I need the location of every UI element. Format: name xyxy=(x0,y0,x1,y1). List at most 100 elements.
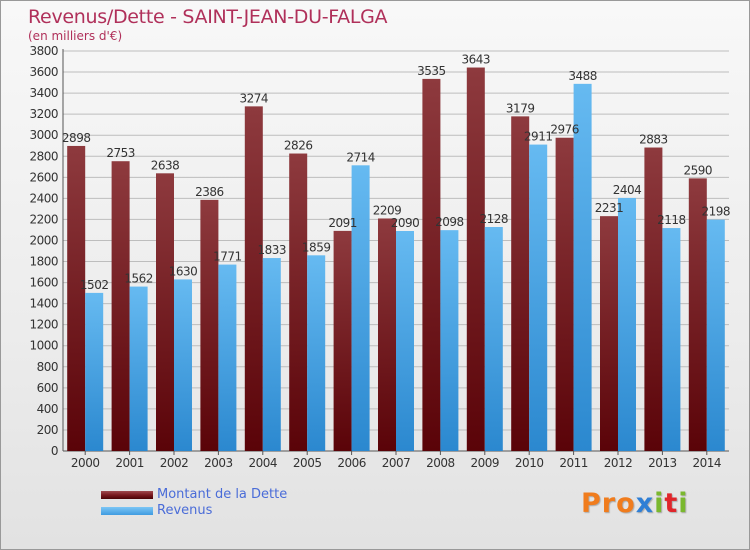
y-tick-label: 2600 xyxy=(29,170,58,184)
revenue-bar xyxy=(706,219,725,451)
revenue-bar xyxy=(529,144,548,451)
revenue-value-label: 2128 xyxy=(480,212,509,226)
revenue-bar xyxy=(218,264,237,451)
logo-letter: o xyxy=(616,488,636,519)
debt-bar xyxy=(378,218,396,451)
x-tick-label: 2010 xyxy=(515,456,544,470)
y-tick-label: 1000 xyxy=(29,339,58,353)
debt-value-label: 2753 xyxy=(106,146,135,160)
y-tick-label: 3400 xyxy=(29,86,58,100)
debt-bar xyxy=(289,153,308,452)
y-tick-label: 2200 xyxy=(29,212,58,226)
debt-bar xyxy=(200,199,219,451)
logo-letter: i xyxy=(654,488,665,519)
x-tick-label: 2004 xyxy=(249,456,278,470)
revenue-value-label: 2090 xyxy=(391,216,420,230)
x-tick-label: 2009 xyxy=(471,456,500,470)
debt-bar xyxy=(244,106,263,452)
legend-label-revenue: Revenus xyxy=(157,503,213,518)
debt-value-label: 3535 xyxy=(417,64,446,78)
debt-value-label: 2826 xyxy=(284,139,313,153)
legend-swatch-revenue xyxy=(101,507,153,515)
chart-subtitle: (en milliers d'€) xyxy=(28,29,123,43)
y-tick-label: 0 xyxy=(51,444,58,458)
y-tick-label: 2800 xyxy=(29,149,58,163)
debt-bar xyxy=(333,230,352,451)
x-tick-label: 2007 xyxy=(382,456,411,470)
revenue-value-label: 2098 xyxy=(435,215,464,229)
revenue-bar xyxy=(85,292,104,451)
revenue-value-label: 2911 xyxy=(524,130,553,144)
y-tick-label: 3600 xyxy=(29,65,58,79)
y-tick-label: 200 xyxy=(37,423,58,437)
debt-value-label: 3274 xyxy=(240,91,269,105)
y-tick-label: 1400 xyxy=(29,297,58,311)
debt-bar xyxy=(688,178,707,452)
debt-value-label: 2883 xyxy=(639,133,668,147)
x-tick-label: 2012 xyxy=(604,456,633,470)
x-tick-label: 2002 xyxy=(160,456,189,470)
logo-letter: r xyxy=(601,488,617,519)
debt-value-label: 2590 xyxy=(684,163,713,177)
revenue-bar xyxy=(307,255,326,451)
revenue-value-label: 1859 xyxy=(302,240,331,254)
revenue-bar xyxy=(440,230,459,451)
revenue-bar xyxy=(129,286,148,451)
y-tick-label: 600 xyxy=(37,381,58,395)
revenue-value-label: 1833 xyxy=(258,243,287,257)
x-tick-label: 2006 xyxy=(337,456,366,470)
x-tick-label: 2005 xyxy=(293,456,322,470)
revenue-bar xyxy=(618,197,636,451)
x-tick-label: 2008 xyxy=(426,456,455,470)
debt-value-label: 2209 xyxy=(373,203,402,217)
debt-value-label: 3643 xyxy=(462,53,491,67)
y-tick-label: 400 xyxy=(37,402,58,416)
x-tick-label: 2014 xyxy=(693,456,722,470)
revenue-value-label: 1630 xyxy=(169,264,198,278)
debt-bar xyxy=(511,116,530,452)
y-tick-label: 2400 xyxy=(29,191,58,205)
debt-bar xyxy=(422,78,441,451)
debt-value-label: 2231 xyxy=(595,201,624,215)
revenue-value-label: 3488 xyxy=(568,69,597,83)
revenue-value-label: 2198 xyxy=(702,205,731,219)
revenue-value-label: 1771 xyxy=(213,250,242,264)
revenue-bar xyxy=(174,279,192,451)
x-tick-label: 2013 xyxy=(648,456,677,470)
debt-value-label: 3179 xyxy=(506,101,535,115)
debt-value-label: 2898 xyxy=(62,131,91,145)
revenue-bar xyxy=(396,231,414,451)
logo-letter: x xyxy=(635,488,655,519)
x-tick-label: 2011 xyxy=(559,456,588,470)
debt-bar xyxy=(644,147,663,452)
debt-value-label: 2386 xyxy=(195,185,224,199)
debt-value-label: 2976 xyxy=(550,123,579,137)
debt-bar xyxy=(600,216,618,451)
revenue-bar xyxy=(484,227,503,451)
debt-bar xyxy=(156,173,174,451)
y-tick-label: 2000 xyxy=(29,233,58,247)
debt-bar xyxy=(111,161,130,452)
y-tick-label: 3800 xyxy=(29,44,58,58)
x-tick-label: 2003 xyxy=(204,456,233,470)
revenue-value-label: 2714 xyxy=(346,150,375,164)
revenue-bar xyxy=(662,228,681,451)
logo-letter: t xyxy=(664,488,679,519)
proxiti-logo: Proxiti xyxy=(581,488,689,519)
revenue-bar xyxy=(262,258,281,451)
debt-bar xyxy=(555,137,574,451)
x-tick-label: 2001 xyxy=(115,456,144,470)
revenue-value-label: 2118 xyxy=(657,213,686,227)
debt-value-label: 2091 xyxy=(328,216,357,230)
y-tick-label: 1800 xyxy=(29,255,58,269)
revenue-bar xyxy=(351,165,370,451)
y-tick-label: 1200 xyxy=(29,318,58,332)
logo-letter: i xyxy=(678,488,689,519)
y-tick-label: 3000 xyxy=(29,128,58,142)
chart-title: Revenus/Dette - SAINT-JEAN-DU-FALGA xyxy=(28,6,388,28)
y-tick-label: 1600 xyxy=(29,276,58,290)
revenue-value-label: 1562 xyxy=(124,272,153,286)
legend-swatch-debt xyxy=(101,491,153,499)
